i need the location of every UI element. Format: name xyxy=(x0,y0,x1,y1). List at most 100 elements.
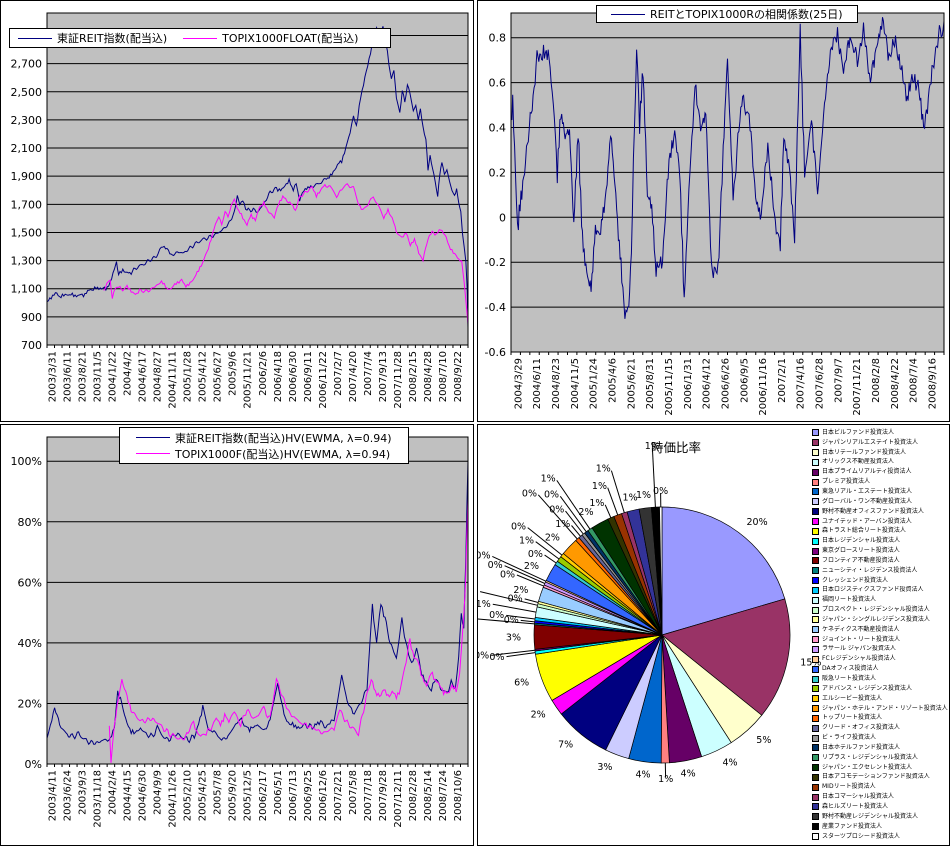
x-axis-date-label: 2005/9/20 xyxy=(228,770,239,821)
pie-slice-percent-label: 0% xyxy=(653,486,668,497)
y-axis-tick-label: 0.8 xyxy=(489,32,507,45)
legend-label: TOPIX1000F(配当込)HV(EWMA, λ=0.94) xyxy=(175,446,390,462)
x-axis-date-label: 2004/4/15 xyxy=(122,770,133,821)
y-axis-tick-label: 2,100 xyxy=(11,142,43,155)
x-axis-date-label: 2006/2/17 xyxy=(258,770,269,821)
pie-slice-percent-label: 2% xyxy=(545,533,560,544)
legend-label: REITとTOPIX1000Rの相関係数(25日) xyxy=(650,6,843,22)
pie-legend-swatch xyxy=(812,705,819,712)
x-axis-date-label: 2003/3/31 xyxy=(47,351,58,402)
x-axis-date-label: 2007/7/18 xyxy=(363,770,374,821)
pie-legend-label: 日本プライムリアルティ投資法人 xyxy=(822,469,911,475)
x-axis-date-label: 2007/11/21 xyxy=(852,358,863,416)
x-axis-date-label: 2003/9/3 xyxy=(77,770,88,815)
pie-legend-swatch xyxy=(812,784,819,791)
pie-slice-percent-label: 7% xyxy=(558,740,573,751)
x-axis-date-label: 2004/6/30 xyxy=(138,770,149,821)
pie-legend-label: クレッシェンド投資法人 xyxy=(822,578,888,584)
pie-legend-swatch xyxy=(812,498,819,505)
x-axis-date-label: 2004/11/5 xyxy=(570,358,581,409)
pie-legend-swatch xyxy=(812,508,819,515)
pie-legend-swatch xyxy=(812,607,819,614)
pie-legend-label: プレミア投資法人 xyxy=(822,479,870,485)
pie-legend-item: 福岡リート投資法人 xyxy=(812,595,948,605)
pie-legend-label: ケネディクス不動産投資法人 xyxy=(822,627,899,633)
x-axis-date-label: 2006/5/1 xyxy=(273,770,284,815)
pie-slice-percent-label: 1% xyxy=(589,498,604,509)
market-cap-pie-panel: 時価比率 20%15%5%4%4%1%4%3%7%2%6%0%0%3%0%0%0… xyxy=(477,424,950,846)
pie-slice-percent-label: 3% xyxy=(506,632,521,643)
x-axis-date-label: 2005/11/21 xyxy=(243,351,254,409)
y-axis-tick-label: 2,700 xyxy=(11,58,43,71)
y-axis-tick-label: -0.2 xyxy=(485,256,506,269)
pie-legend-label: ジャパン・ホテル・アンド・リゾート投資法人 xyxy=(822,706,948,712)
pie-legend-swatch xyxy=(812,538,819,545)
legend-item: REITとTOPIX1000Rの相関係数(25日) xyxy=(611,6,843,22)
x-axis-date-label: 2003/11/5 xyxy=(92,351,103,402)
x-axis-date-label: 2005/8/31 xyxy=(645,358,656,409)
pie-legend-item: 森トラスト総合リート投資法人 xyxy=(812,526,948,536)
pie-slice-percent-label: 0% xyxy=(489,652,504,663)
pie-legend-swatch xyxy=(812,548,819,555)
pie-legend-label: MIDリート投資法人 xyxy=(822,784,876,790)
pie-legend: 日本ビルファンド投資法人ジャパンリアルエステイト投資法人日本リテールファンド投資… xyxy=(812,428,948,841)
pie-slice-percent-label: 0% xyxy=(478,551,491,562)
pie-legend-item: オリックス不動産投資法人 xyxy=(812,458,948,468)
x-axis-date-label: 2007/12/11 xyxy=(393,770,404,828)
pie-legend-label: プロスペクト・レジデンシャル投資法人 xyxy=(822,607,930,613)
x-axis-date-label: 2004/11/26 xyxy=(168,770,179,828)
pie-slice-percent-label: 2% xyxy=(531,710,546,721)
pie-legend-label: 東急リアル・エステート投資法人 xyxy=(822,489,912,495)
x-axis-date-label: 2006/4/12 xyxy=(702,358,713,409)
pie-legend-label: 産業ファンド投資法人 xyxy=(822,824,882,830)
pie-slice-percent-label: 6% xyxy=(514,678,529,689)
pie-legend-swatch xyxy=(812,794,819,801)
pie-slice-percent-label: 1% xyxy=(519,536,534,547)
x-axis-date-label: 2006/11/16 xyxy=(758,358,769,416)
pie-slice-percent-label: 1% xyxy=(596,464,611,475)
pie-slice-percent-label: 1% xyxy=(478,599,491,610)
legend-item: TOPIX1000FLOAT(配当込) xyxy=(183,30,358,46)
x-axis-date-label: 2008/7/24 xyxy=(438,770,449,821)
x-axis-date-label: 2007/9/7 xyxy=(833,358,844,403)
x-axis-date-label: 2006/12/6 xyxy=(318,770,329,821)
x-axis-date-label: 2006/11/22 xyxy=(318,351,329,409)
pie-legend-swatch xyxy=(812,666,819,673)
legend-line-sample xyxy=(611,14,645,15)
legend-item: TOPIX1000F(配当込)HV(EWMA, λ=0.94) xyxy=(136,446,390,462)
pie-legend-label: スターツプロシード投資法人 xyxy=(822,834,900,840)
y-axis-tick-label: 2,300 xyxy=(11,114,43,127)
pie-legend-swatch xyxy=(812,449,819,456)
x-axis-date-label: 2007/11/28 xyxy=(393,351,404,409)
pie-legend-label: ビ・ライフ投資法人 xyxy=(822,735,876,741)
pie-slice-percent-label: 0% xyxy=(500,569,515,580)
pie-legend-item: ユナイテッド・アーバン投資法人 xyxy=(812,517,948,527)
x-axis-date-label: 2006/1/31 xyxy=(683,358,694,409)
pie-legend-label: アドバンス・レジデンス投資法人 xyxy=(822,686,912,692)
x-axis-date-label: 2005/12/5 xyxy=(243,770,254,821)
legend-item: 東証REIT指数(配当込) xyxy=(18,30,167,46)
pie-slice-percent-label: 1% xyxy=(555,519,570,530)
pie-legend-swatch xyxy=(812,626,819,633)
pie-slice-percent-label: 20% xyxy=(747,517,768,528)
pie-legend-swatch xyxy=(812,616,819,623)
index-line-chart: 7009001,1001,3001,5001,7001,9002,1002,30… xyxy=(1,1,473,421)
pie-slice-percent-label: 4% xyxy=(723,757,738,768)
pie-legend-item: スターツプロシード投資法人 xyxy=(812,832,948,842)
x-axis-date-label: 2007/2/7 xyxy=(333,351,344,396)
pie-legend-label: トップリート投資法人 xyxy=(822,715,882,721)
y-axis-tick-label: 100% xyxy=(11,455,42,468)
pie-legend-label: 日本アコモデーションファンド投資法人 xyxy=(822,774,930,780)
pie-legend-label: 野村不動産オフィスファンド投資法人 xyxy=(822,509,924,515)
pie-legend-swatch xyxy=(812,518,819,525)
pie-legend-item: 日本ビルファンド投資法人 xyxy=(812,428,948,438)
pie-legend-item: FCレジデンシャル投資法人 xyxy=(812,654,948,664)
y-axis-tick-label: 0% xyxy=(25,758,42,771)
x-axis-date-label: 2008/7/10 xyxy=(438,351,449,402)
pie-slice-percent-label: 0% xyxy=(528,549,543,560)
pie-legend-item: 日本ロジスティクスファンド投資法人 xyxy=(812,586,948,596)
pie-legend-label: 福岡リート投資法人 xyxy=(822,597,876,603)
y-axis-tick-label: 1,100 xyxy=(11,283,43,296)
pie-legend-swatch xyxy=(812,567,819,574)
x-axis-date-label: 2006/9/11 xyxy=(303,351,314,402)
